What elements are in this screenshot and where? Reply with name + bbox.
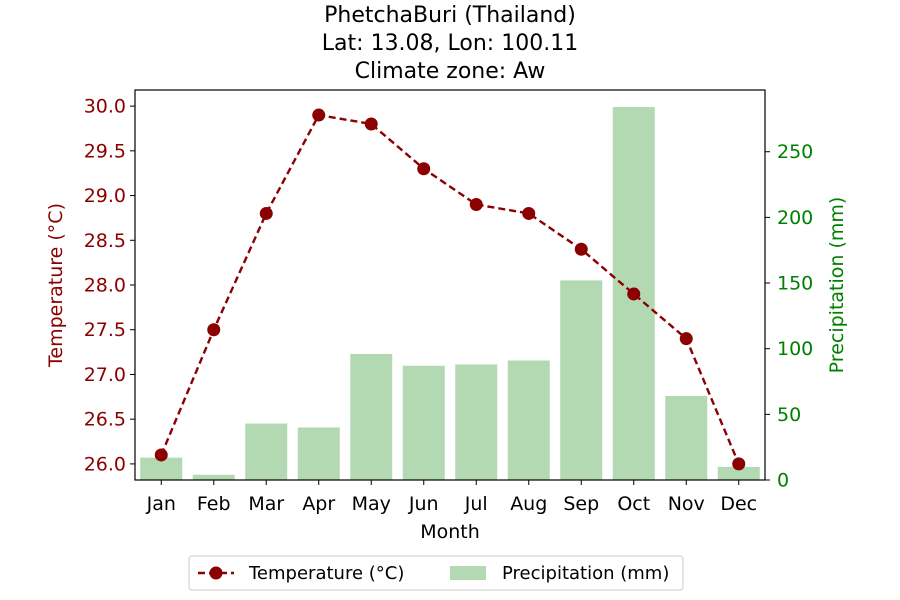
chart-title-line-2: Lat: 13.08, Lon: 100.11 [322,31,578,56]
temp-point-aug [522,206,536,220]
precip-bar-sep [560,280,603,480]
precip-bar-jul [455,364,498,480]
left-tick-label: 29.5 [84,140,126,162]
temp-point-feb [207,323,221,337]
x-tick-label: Jan [146,493,176,515]
right-axis-ticks: 0 50 100 150 200 250 [765,141,813,492]
left-tick-label: 28.0 [84,275,126,297]
x-axis-ticks: Jan Feb Mar Apr May Jun Jul Aug Sep Oct Nov Dec [146,480,757,515]
legend-temperature-swatch-marker [209,566,223,580]
temp-point-apr [312,108,326,122]
precip-bar-jan [140,457,183,480]
precipitation-bars [140,107,760,480]
temp-point-may [364,117,378,131]
precip-bar-dec [717,466,760,480]
legend: Temperature (°C) Precipitation (mm) [188,555,684,591]
precip-bar-feb [192,474,235,480]
x-tick-label: Nov [668,493,705,515]
x-tick-label: Apr [302,493,335,515]
x-tick-label: Dec [720,493,757,515]
x-tick-label: Sep [563,493,599,515]
precip-bar-nov [665,395,708,480]
temp-point-jun [417,162,431,176]
left-tick-label: 27.0 [84,364,126,386]
temperature-series-line [160,113,740,465]
x-tick-label: Feb [197,493,231,515]
x-tick-label: May [352,493,391,515]
temp-point-sep [574,242,588,256]
x-axis-label: Month [420,521,480,543]
left-tick-label: 28.5 [84,230,126,252]
x-tick-label: Oct [617,493,650,515]
precip-bar-mar [245,423,288,480]
right-tick-label: 0 [777,470,789,492]
right-tick-label: 250 [777,141,813,163]
precip-bar-aug [507,360,550,480]
left-tick-label: 26.5 [84,409,126,431]
left-tick-label: 27.5 [84,319,126,341]
temp-point-nov [679,332,693,346]
legend-frame [188,555,684,591]
right-axis-label: Precipitation (mm) [826,197,848,374]
right-tick-label: 100 [777,338,813,360]
precip-bar-may [350,353,393,480]
precip-bar-apr [297,427,340,480]
left-tick-label: 29.0 [84,185,126,207]
x-tick-label: Jun [408,493,439,515]
legend-temperature-label: Temperature (°C) [248,563,404,584]
left-tick-label: 26.0 [84,453,126,475]
chart-title-line-3: Climate zone: Aw [355,59,546,84]
x-tick-label: Mar [248,493,284,515]
left-tick-label: 30.0 [84,96,126,118]
left-axis-ticks: 26.0 26.5 27.0 27.5 28.0 28.5 29.0 29.5 30.0 [84,96,135,475]
right-tick-label: 200 [777,207,813,229]
x-tick-label: Aug [510,493,547,515]
temp-point-jul [469,198,483,211]
right-tick-label: 50 [777,404,801,426]
precip-bar-jun [402,365,445,480]
temp-point-oct [627,287,641,301]
x-tick-label: Jul [464,493,488,515]
legend-precipitation-label: Precipitation (mm) [502,563,669,584]
temp-point-mar [259,206,273,220]
temp-point-jan [154,448,168,462]
chart-title-line-1: PhetchaBuri (Thailand) [324,3,576,28]
right-tick-label: 150 [777,273,813,295]
temp-point-dec [732,457,746,471]
legend-precipitation-swatch [450,566,486,580]
temperature-line [154,108,746,471]
left-axis-label: Temperature (°C) [45,203,67,368]
